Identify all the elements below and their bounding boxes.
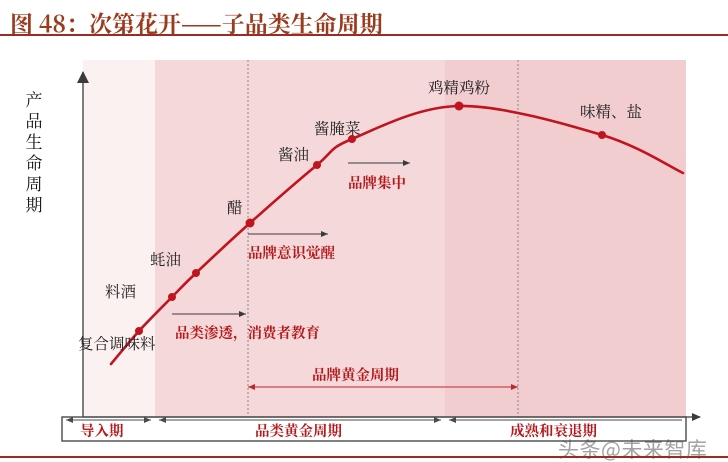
svg-text:品牌意识觉醒: 品牌意识觉醒 bbox=[248, 242, 335, 263]
svg-text:成熟和衰退期: 成熟和衰退期 bbox=[510, 420, 597, 441]
svg-text:酱腌菜: 酱腌菜 bbox=[314, 117, 361, 139]
svg-text:醋: 醋 bbox=[227, 196, 243, 218]
svg-text:品牌黄金周期: 品牌黄金周期 bbox=[312, 364, 399, 385]
svg-text:品类渗透，消费者教育: 品类渗透，消费者教育 bbox=[175, 322, 320, 343]
svg-text:鸡精鸡粉: 鸡精鸡粉 bbox=[428, 76, 491, 98]
svg-text:品类黄金周期: 品类黄金周期 bbox=[255, 420, 342, 441]
svg-text:味精、盐: 味精、盐 bbox=[580, 100, 643, 122]
svg-text:酱油: 酱油 bbox=[278, 143, 309, 165]
svg-text:品牌集中: 品牌集中 bbox=[348, 172, 406, 193]
svg-text:导入期: 导入期 bbox=[80, 420, 124, 441]
svg-text:料酒: 料酒 bbox=[105, 280, 136, 302]
svg-text:复合调味料: 复合调味料 bbox=[78, 332, 156, 354]
svg-text:蚝油: 蚝油 bbox=[150, 248, 181, 270]
